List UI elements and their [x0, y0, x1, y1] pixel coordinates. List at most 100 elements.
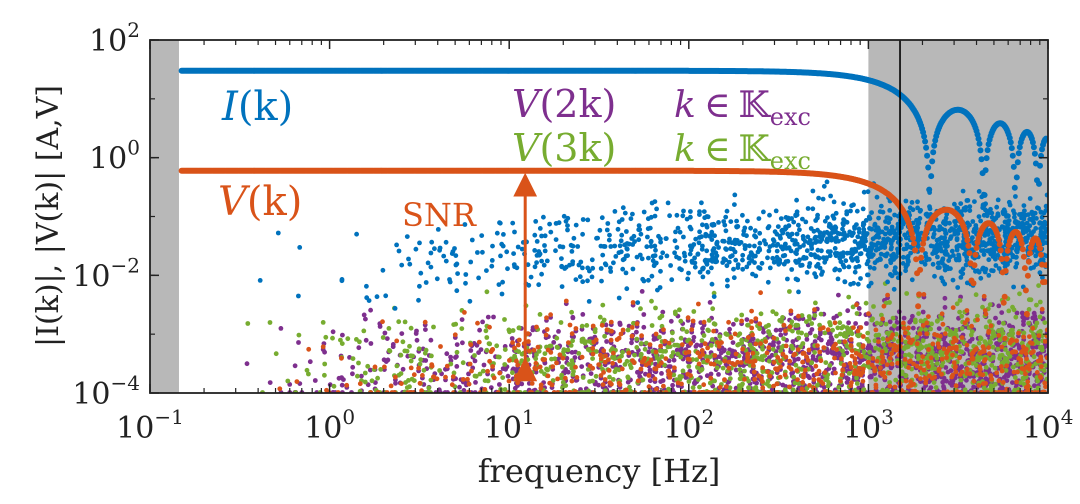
v-3k-point	[1031, 354, 1037, 360]
i-k-noise-point	[658, 268, 663, 274]
i-k-noise-point	[602, 244, 608, 249]
v-2k-point	[444, 351, 450, 357]
i-k-noise-point	[752, 233, 757, 239]
v-k-noise-point	[531, 347, 537, 353]
v-3k-point	[766, 358, 772, 364]
i-k-noise-point	[865, 189, 871, 195]
i-k-noise-point	[732, 202, 737, 208]
v-k-noise-point	[923, 380, 929, 386]
i-k-noise-point	[860, 206, 866, 212]
v-k-noise-point	[1030, 325, 1036, 331]
i-k-noise-point	[700, 222, 705, 228]
i-k-noise-point	[983, 243, 988, 249]
i-k-noise-point	[685, 276, 691, 282]
i-k-noise-point	[829, 226, 835, 231]
i-k-noise-point	[855, 234, 861, 240]
i-k-noise-point	[794, 251, 799, 257]
v-2k-point	[910, 313, 915, 319]
v-3k-point	[837, 339, 842, 345]
v-2k-point	[670, 382, 675, 388]
v-3k-point	[590, 356, 595, 361]
i-k-noise-point	[297, 245, 303, 250]
i-k-noise-point	[630, 266, 636, 272]
i-k-noise-point	[992, 239, 997, 244]
v-k-noise-point	[566, 340, 571, 345]
v-k-noise-point	[543, 332, 549, 338]
i-k-noise-point	[935, 265, 941, 270]
v-3k-point	[593, 349, 599, 354]
v-3k-point	[843, 334, 849, 340]
i-k-noise-point	[604, 227, 610, 233]
i-k-noise-point	[641, 278, 647, 284]
i-k-noise-point	[861, 189, 867, 195]
v-k-noise-point	[887, 383, 893, 389]
v-2k-point	[461, 388, 467, 393]
v-k-noise-point	[654, 386, 659, 392]
v-k-noise-point	[839, 372, 845, 378]
v-2k-point	[367, 367, 373, 373]
v-3k-point	[990, 344, 996, 350]
v-3k-point	[486, 341, 492, 346]
v-2k-point	[804, 337, 810, 342]
v-k-noise-point	[817, 349, 823, 355]
v-k-noise-point	[882, 374, 888, 380]
v-k-noise-point	[690, 318, 696, 324]
v-3k-point	[1012, 375, 1018, 380]
i-k-noise-point	[1034, 216, 1039, 221]
v-k-noise-point	[608, 337, 614, 343]
v-3k-point	[830, 327, 835, 333]
v-2k-point	[488, 385, 494, 390]
i-k-noise-point	[532, 248, 538, 253]
i-k-noise-point	[980, 266, 985, 272]
i-k-noise-point	[652, 253, 658, 258]
v-k-noise-point	[617, 358, 623, 364]
i-k-noise-point	[607, 232, 612, 238]
i-k-noise-point	[619, 217, 625, 222]
v-k-noise-point	[1038, 358, 1044, 364]
v-3k-point	[396, 372, 402, 378]
v-k-noise-point	[832, 320, 838, 326]
i-k-noise-point	[541, 262, 547, 268]
v-3k-point	[1026, 320, 1031, 326]
v-3k-point	[569, 358, 575, 363]
v-k-noise-point	[382, 364, 387, 370]
v-3k-point	[701, 359, 706, 365]
i-k-noise-point	[716, 220, 721, 225]
v-k-noise-point	[626, 350, 632, 356]
v-k-noise-point	[449, 382, 455, 388]
v-k-noise-point	[526, 348, 532, 354]
i-k-noise-point	[630, 211, 635, 217]
v-3k-point	[694, 357, 699, 363]
v-k-noise-point	[881, 303, 887, 309]
i-k-noise-point	[484, 268, 489, 273]
i-k-noise-point	[651, 263, 657, 269]
v-k-noise-point	[1038, 375, 1044, 380]
v-3k-point	[1035, 378, 1040, 384]
i-k-noise-point	[893, 270, 898, 276]
i-k-noise-point	[450, 249, 456, 255]
v-k-noise-point	[902, 357, 908, 362]
i-k-noise-point	[688, 209, 693, 214]
i-k-noise-point	[693, 236, 699, 242]
i-k-noise-point	[364, 283, 369, 289]
i-k-noise-point	[848, 281, 853, 287]
v-k-noise-point	[983, 311, 989, 317]
v-3k-point	[361, 328, 367, 334]
v-k-noise-point	[467, 361, 473, 367]
v-3k-point	[576, 351, 582, 356]
v-k-noise-point	[783, 343, 789, 349]
v-3k-point	[437, 368, 442, 373]
v-2k-point	[565, 369, 571, 375]
i-k-noise-point	[475, 250, 480, 255]
v-k-noise-point	[825, 327, 831, 333]
v-k-noise-point	[388, 383, 394, 389]
v-3k-point	[770, 346, 776, 352]
i-k-noise-point	[918, 207, 923, 213]
v-2k-point	[457, 384, 462, 390]
v-2k-point	[454, 364, 460, 369]
v-k-noise-point	[687, 357, 692, 362]
v-2k-point	[856, 306, 862, 311]
i-k-noise-point	[767, 244, 773, 250]
v-k-noise-point	[752, 376, 758, 382]
